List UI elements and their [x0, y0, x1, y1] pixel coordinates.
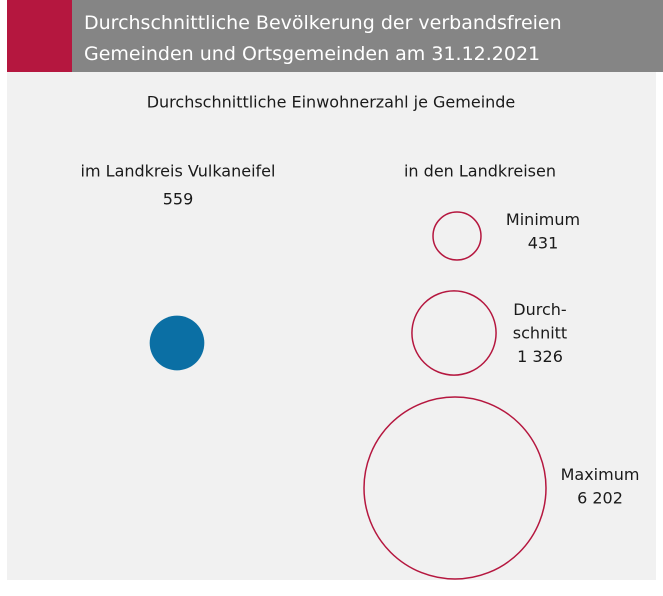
chart-title: Gemeinden und Ortsgemeinden am 31.12.202…	[84, 43, 540, 65]
chart-subtitle: Durchschnittliche Einwohnerzahl je Gemei…	[147, 93, 516, 112]
bubble	[363, 396, 547, 580]
bubble	[411, 290, 497, 376]
bubble-label: Maximum	[561, 465, 640, 484]
group-label: im Landkreis Vulkaneifel	[81, 162, 276, 181]
bubble-label: Durch-	[513, 300, 566, 319]
value-label: 1 326	[517, 347, 563, 366]
bubble-label: schnitt	[513, 324, 567, 343]
header-accent	[7, 0, 72, 72]
bubble-label: Minimum	[506, 210, 580, 229]
value-label: 431	[528, 233, 559, 252]
bubble	[149, 315, 205, 371]
value-label: 6 202	[577, 488, 623, 507]
chart-title: Durchschnittliche Bevölkerung der verban…	[84, 12, 562, 34]
panel	[7, 0, 656, 580]
group-label: in den Landkreisen	[404, 162, 556, 181]
bubble	[432, 211, 482, 261]
value-label: 559	[163, 190, 194, 209]
header-band	[72, 0, 663, 72]
